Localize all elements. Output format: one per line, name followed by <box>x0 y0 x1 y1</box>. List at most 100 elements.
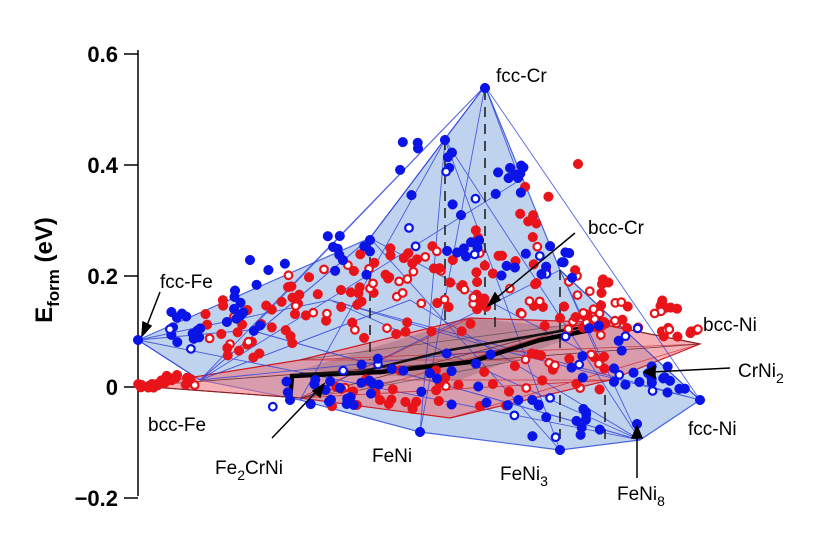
data-point <box>171 312 182 323</box>
mesh-line <box>409 299 641 441</box>
data-point <box>185 344 196 354</box>
data-point <box>541 261 552 272</box>
data-point <box>466 237 477 248</box>
data-point <box>365 388 377 399</box>
data-point <box>383 398 394 409</box>
data-point <box>593 320 604 331</box>
label-fcc-cr: fcc-Cr <box>496 66 547 87</box>
data-point <box>516 309 527 319</box>
data-point <box>656 298 667 309</box>
annotation-arrows <box>141 232 731 478</box>
data-point <box>559 301 570 312</box>
data-point <box>470 358 481 369</box>
data-point <box>255 320 266 331</box>
ternary-convex-hull-line <box>287 327 591 401</box>
data-points <box>132 82 706 456</box>
data-point <box>356 377 367 388</box>
data-point <box>439 294 450 305</box>
data-point <box>481 397 492 408</box>
data-point <box>447 254 458 266</box>
data-point <box>404 222 414 233</box>
data-point <box>403 248 414 259</box>
data-point <box>232 327 243 338</box>
data-point <box>513 394 524 406</box>
y-tick-label: 0 <box>106 375 118 400</box>
data-point <box>620 379 631 390</box>
label-fcc-fe: fcc-Fe <box>160 272 213 293</box>
data-point <box>503 386 515 397</box>
data-point <box>456 326 467 337</box>
data-point <box>479 260 490 271</box>
mesh-line <box>137 343 701 387</box>
label-bcc-ni: bcc-Ni <box>703 315 757 336</box>
data-point <box>620 331 631 342</box>
data-point <box>487 378 498 390</box>
data-point <box>402 274 413 284</box>
data-point <box>244 254 256 266</box>
y-ticks: −0.2 0 0.2 0.4 0.6 <box>75 42 138 511</box>
label-crni2: CrNi2 <box>738 361 784 386</box>
data-point <box>567 272 578 283</box>
data-point <box>528 210 539 221</box>
mesh-line <box>444 139 641 441</box>
y-tick-label: 0.4 <box>87 153 118 178</box>
data-point <box>319 264 329 275</box>
data-point <box>520 354 531 365</box>
data-point <box>338 365 349 376</box>
data-point <box>439 134 451 146</box>
data-point <box>460 251 472 262</box>
data-point <box>424 368 435 379</box>
data-point <box>132 334 144 346</box>
data-point <box>434 263 445 274</box>
data-point <box>416 298 427 309</box>
data-point <box>308 307 319 318</box>
data-point <box>674 383 685 394</box>
data-point <box>543 191 554 202</box>
data-point <box>577 372 588 383</box>
data-point <box>350 324 360 335</box>
data-point <box>279 258 290 269</box>
data-point <box>397 288 408 298</box>
data-point <box>496 250 508 261</box>
data-point <box>283 270 294 281</box>
data-point <box>554 312 566 324</box>
data-point <box>222 342 233 354</box>
data-point <box>380 269 391 280</box>
data-point <box>455 210 467 221</box>
data-point <box>402 317 413 328</box>
data-point <box>337 255 349 266</box>
data-point <box>391 328 402 340</box>
data-point <box>235 297 246 308</box>
data-point <box>614 369 625 380</box>
data-point <box>545 393 555 403</box>
mesh-line <box>137 385 301 399</box>
data-point <box>594 384 605 395</box>
data-point <box>442 152 453 163</box>
data-point <box>411 396 422 407</box>
data-point <box>441 166 452 177</box>
data-point <box>382 323 392 334</box>
data-point <box>414 426 426 438</box>
data-point <box>526 348 537 359</box>
data-point <box>472 276 483 288</box>
data-point <box>534 251 545 261</box>
data-point <box>649 308 660 319</box>
data-point <box>359 332 370 343</box>
data-point <box>578 403 589 415</box>
data-point <box>527 431 538 442</box>
data-point <box>446 366 457 377</box>
data-point <box>479 82 491 94</box>
mesh-line <box>137 339 201 381</box>
data-point <box>233 345 245 356</box>
data-point <box>473 381 484 392</box>
data-point <box>502 400 513 411</box>
data-point <box>156 375 167 386</box>
data-point <box>453 379 464 390</box>
data-point <box>294 289 305 300</box>
mesh-line <box>444 139 561 451</box>
y-tick-label: −0.2 <box>75 486 118 511</box>
data-point <box>603 277 614 288</box>
label-bcc-cr: bcc-Cr <box>588 218 645 239</box>
data-point <box>509 262 520 273</box>
